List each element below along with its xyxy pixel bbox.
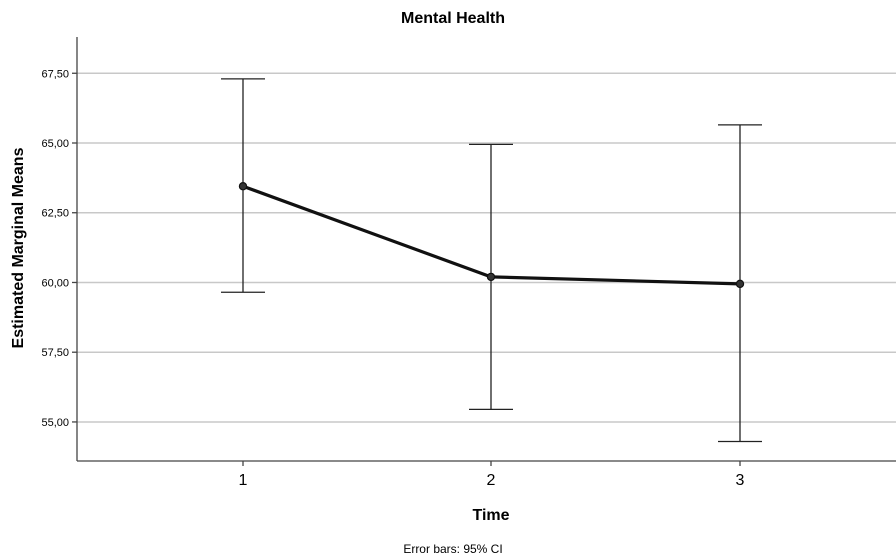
y-tick-label: 57,50 [41, 347, 69, 359]
y-tick-label: 55,00 [41, 417, 69, 429]
x-axis-title: Time [472, 507, 509, 524]
grid-lines [77, 72, 896, 423]
chart-title: Mental Health [401, 10, 505, 27]
y-tick-label: 67,50 [41, 68, 69, 80]
data-point [735, 279, 745, 289]
y-tick-label: 60,00 [41, 277, 69, 289]
y-tick-labels: 55,00 57,50 60,00 62,50 65,00 67,50 [41, 68, 77, 429]
y-tick-label: 65,00 [41, 138, 69, 150]
axes [76, 37, 896, 462]
error-bars [221, 78, 762, 443]
x-tick-label: 3 [736, 472, 745, 489]
x-tick-label: 2 [487, 472, 496, 489]
markers [238, 182, 745, 289]
data-point [486, 272, 496, 282]
y-tick-label: 62,50 [41, 208, 69, 220]
x-tick-labels: 1 2 3 [239, 461, 745, 489]
x-tick-label: 1 [239, 472, 248, 489]
data-point [238, 182, 248, 191]
y-axis-title: Estimated Marginal Means [10, 147, 27, 348]
footnote: Error bars: 95% CI [403, 542, 502, 556]
